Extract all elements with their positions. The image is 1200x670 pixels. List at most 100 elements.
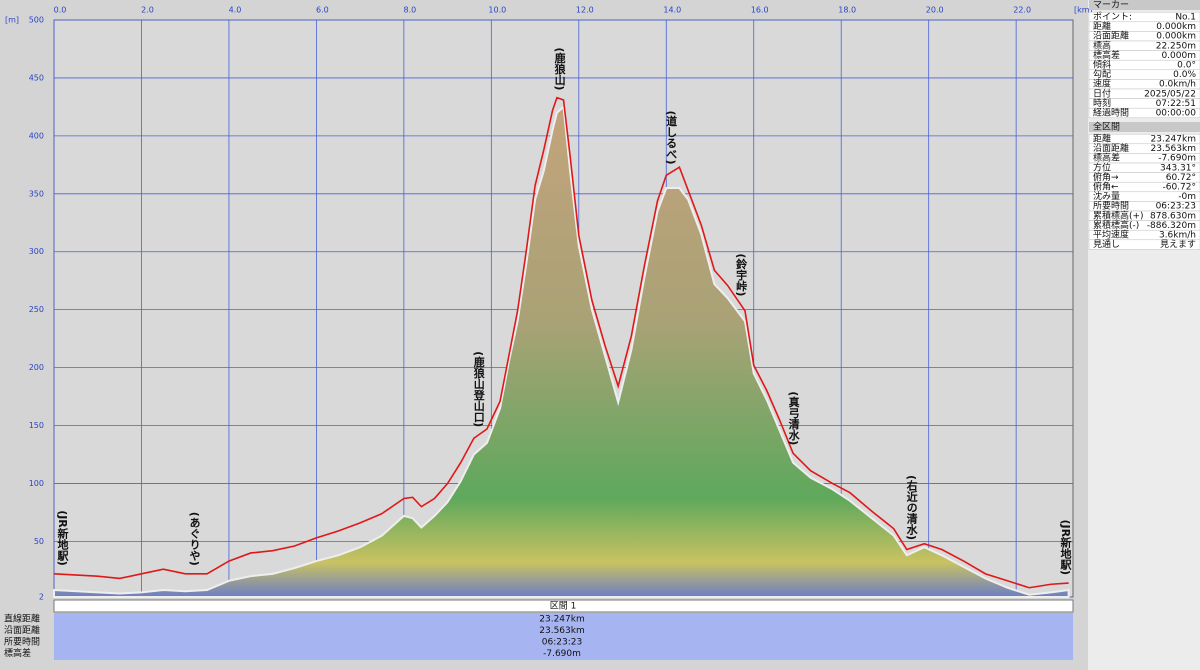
- panel-row-label: 標高: [1093, 39, 1111, 51]
- x-tick-label: 0.0: [54, 6, 67, 15]
- panel-row-label: 速度: [1093, 78, 1111, 90]
- waypoint-label: (真弓清水): [787, 391, 800, 445]
- panel-row-label: 経過時間: [1093, 107, 1129, 119]
- waypoint-label: (鹿狼山登山口): [472, 351, 486, 427]
- y-unit: [m]: [5, 16, 19, 25]
- panel-row-label: 俯角←: [1093, 181, 1119, 193]
- section-row-label: 標高差: [4, 647, 31, 659]
- panel-row-value: -886.320m: [1147, 221, 1196, 231]
- panel-row: [1088, 107, 1200, 119]
- panel-row-value: 60.72°: [1166, 173, 1196, 183]
- terrain-area: [53, 104, 1070, 598]
- panel-row-value: 0.0km/h: [1159, 80, 1196, 90]
- panel-row-label: ポイント:: [1093, 12, 1132, 23]
- panel-row-label: 所要時間: [1093, 201, 1129, 212]
- section-row-value: 23.247km: [539, 615, 584, 625]
- x-tick-label: 12.0: [576, 6, 594, 15]
- waypoint-label: (右近の清水): [905, 475, 919, 540]
- y-tick-label: 250: [29, 305, 44, 314]
- section-row-label: 沿面距離: [4, 624, 40, 636]
- section-table: [54, 613, 1073, 660]
- panel-row: [1088, 239, 1200, 250]
- panel-row-label: 俯角→: [1093, 171, 1119, 183]
- panel-row-label: 傾斜: [1093, 59, 1111, 71]
- panel-row-value: 見えます: [1160, 239, 1196, 250]
- y-tick-label: 450: [29, 73, 44, 82]
- panel-row-value: 0.0%: [1173, 70, 1196, 80]
- panel-row-value: 22.250m: [1156, 41, 1196, 51]
- panel-row-value: No.1: [1175, 13, 1196, 23]
- section-row-label: 所要時間: [4, 637, 40, 648]
- panel-row-label: 日付: [1093, 88, 1111, 99]
- y-tick-label: 2: [39, 593, 44, 602]
- panel-row-value: -60.72°: [1162, 183, 1196, 193]
- x-unit: [km]: [1074, 6, 1093, 15]
- y-tick-label: 350: [29, 189, 44, 198]
- panel-row-label: 距離: [1093, 133, 1111, 145]
- x-tick-label: 20.0: [926, 6, 944, 15]
- y-tick-label: 500: [29, 16, 44, 25]
- panel-row-label: 平均速度: [1093, 229, 1129, 241]
- panel-row-value: 0.000km: [1156, 32, 1196, 42]
- x-tick-label: 6.0: [316, 6, 329, 15]
- panel-row-label: 標高差: [1093, 49, 1120, 61]
- waypoint-label: (道しるべ): [665, 110, 678, 164]
- section-label: 区間 1: [550, 601, 577, 612]
- panel-header: [1089, 122, 1200, 132]
- panel-row-value: 0.000m: [1161, 51, 1196, 61]
- section-row-value: -7.690m: [543, 649, 581, 659]
- panel-row-label: 累積標高(-): [1093, 219, 1139, 231]
- waypoint-label: (JR新地駅): [1059, 519, 1073, 575]
- panel-row-value: 0.0°: [1177, 61, 1196, 71]
- y-tick-label: 400: [29, 131, 44, 140]
- panel-row-label: 距離: [1093, 20, 1111, 32]
- panel-row-value: -0m: [1178, 192, 1196, 202]
- section-row-value: 23.563km: [539, 626, 584, 636]
- panel-row-label: 沿面距離: [1093, 30, 1129, 42]
- panel-row-value: 3.6km/h: [1159, 231, 1196, 241]
- section-bar[interactable]: [53, 599, 1074, 613]
- panel-row-label: 標高差: [1093, 152, 1120, 164]
- panel-row-label: 沈み量: [1093, 190, 1120, 202]
- panel-row-value: 23.563km: [1151, 144, 1196, 154]
- x-tick-label: 2.0: [141, 6, 154, 15]
- panel-row-value: 06:23:23: [1156, 202, 1196, 212]
- panel-row-value: -7.690m: [1158, 154, 1196, 164]
- panel-row-label: 見通し: [1093, 239, 1120, 250]
- panel-row-value: 343.31°: [1160, 163, 1196, 173]
- y-tick-label: 300: [29, 247, 44, 256]
- panel-row-value: 07:22:51: [1156, 99, 1196, 109]
- section-row-value: 06:23:23: [542, 638, 582, 648]
- y-tick-label: 50: [34, 537, 44, 546]
- x-tick-label: 4.0: [229, 6, 242, 15]
- panel-header: [1089, 0, 1200, 10]
- panel-row-label: 沿面距離: [1093, 142, 1129, 154]
- waypoint-label: (鹿狼山): [553, 47, 566, 90]
- y-tick-label: 200: [29, 363, 44, 372]
- x-tick-label: 18.0: [838, 6, 856, 15]
- section-row-label: 直線距離: [4, 613, 40, 625]
- waypoint-label: (鈴宇峠): [735, 253, 748, 296]
- panel-row-value: 00:00:00: [1156, 109, 1197, 119]
- waypoint-label: (JR新地駅): [56, 510, 70, 566]
- panel-title: 全区間: [1093, 121, 1120, 133]
- panel-row-label: 累積標高(+): [1093, 209, 1144, 221]
- x-tick-label: 10.0: [488, 6, 506, 15]
- x-tick-label: 22.0: [1013, 6, 1031, 15]
- panel-row-value: 0.000km: [1156, 22, 1196, 32]
- waypoint-label: (あぐりや): [188, 512, 201, 566]
- y-tick-label: 100: [29, 479, 44, 488]
- panel-title: マーカー: [1093, 0, 1129, 11]
- x-tick-label: 8.0: [404, 6, 417, 15]
- panel-row-value: 878.630m: [1150, 211, 1196, 221]
- elevation-line: [53, 96, 1069, 589]
- x-tick-label: 16.0: [751, 6, 769, 15]
- panel-row-label: 方位: [1093, 161, 1111, 173]
- x-tick-label: 14.0: [663, 6, 681, 15]
- panel-row-label: 勾配: [1093, 68, 1111, 80]
- panel-row-value: 2025/05/22: [1144, 89, 1196, 99]
- panel-row-label: 時刻: [1093, 97, 1111, 109]
- panel-row-value: 23.247km: [1151, 135, 1196, 145]
- y-tick-label: 150: [29, 421, 44, 430]
